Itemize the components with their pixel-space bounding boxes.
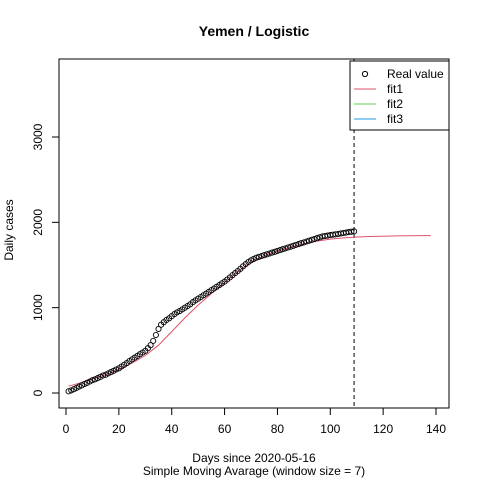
x-tick-label: 60 — [218, 422, 232, 436]
x-tick-label: 20 — [112, 422, 126, 436]
data-point — [258, 252, 265, 260]
data-point — [308, 236, 315, 243]
data-point — [150, 337, 157, 344]
legend-label: fit1 — [387, 82, 403, 96]
x-axis-label: Days since 2020-05-16 — [192, 451, 316, 465]
data-point — [269, 249, 276, 256]
legend-label: fit2 — [387, 97, 403, 111]
data-point — [298, 240, 305, 247]
chart-title: Yemen / Logistic — [199, 23, 310, 39]
x-tick-label: 80 — [271, 422, 285, 436]
data-point — [263, 251, 270, 258]
data-point — [147, 342, 154, 349]
y-tick-label: 0 — [31, 389, 45, 396]
data-point — [253, 254, 260, 261]
data-point — [266, 250, 273, 257]
data-point — [284, 244, 292, 251]
data-point — [155, 325, 162, 333]
data-point — [89, 377, 96, 384]
data-point — [351, 228, 358, 235]
y-axis-label: Daily cases — [2, 199, 16, 260]
y-tick-label: 3000 — [31, 123, 45, 150]
data-point — [277, 247, 284, 254]
data-point — [295, 241, 302, 248]
legend-label: fit3 — [387, 112, 403, 126]
data-point — [274, 247, 281, 254]
data-point — [282, 245, 289, 252]
data-point — [314, 235, 321, 242]
data-point — [152, 331, 159, 339]
x-tick-label: 120 — [373, 422, 393, 436]
data-point — [348, 228, 355, 235]
x-axis-sublabel: Simple Moving Avarage (window size = 7) — [143, 464, 365, 478]
data-point — [255, 253, 262, 260]
y-tick-label: 1000 — [31, 294, 45, 321]
data-point — [65, 388, 72, 395]
x-tick-label: 40 — [165, 422, 179, 436]
data-point — [303, 238, 310, 245]
legend-symbol — [361, 70, 369, 78]
legend-label: Real value — [387, 67, 444, 81]
data-point — [287, 243, 294, 250]
data-point — [261, 252, 268, 259]
data-point — [311, 235, 318, 243]
data-point — [271, 248, 278, 255]
data-point — [99, 372, 107, 379]
x-tick-label: 0 — [63, 422, 70, 436]
x-tick-label: 140 — [426, 422, 446, 436]
y-tick-label: 2000 — [31, 209, 45, 236]
data-point — [290, 242, 297, 249]
data-point — [279, 246, 286, 253]
data-point — [306, 237, 313, 244]
plot-area: 0 20 40 60 80 100 120 140 0 1000 2000 3000 — [31, 58, 450, 436]
data-point — [292, 241, 299, 248]
x-tick-label: 100 — [320, 422, 340, 436]
data-point — [300, 239, 307, 246]
